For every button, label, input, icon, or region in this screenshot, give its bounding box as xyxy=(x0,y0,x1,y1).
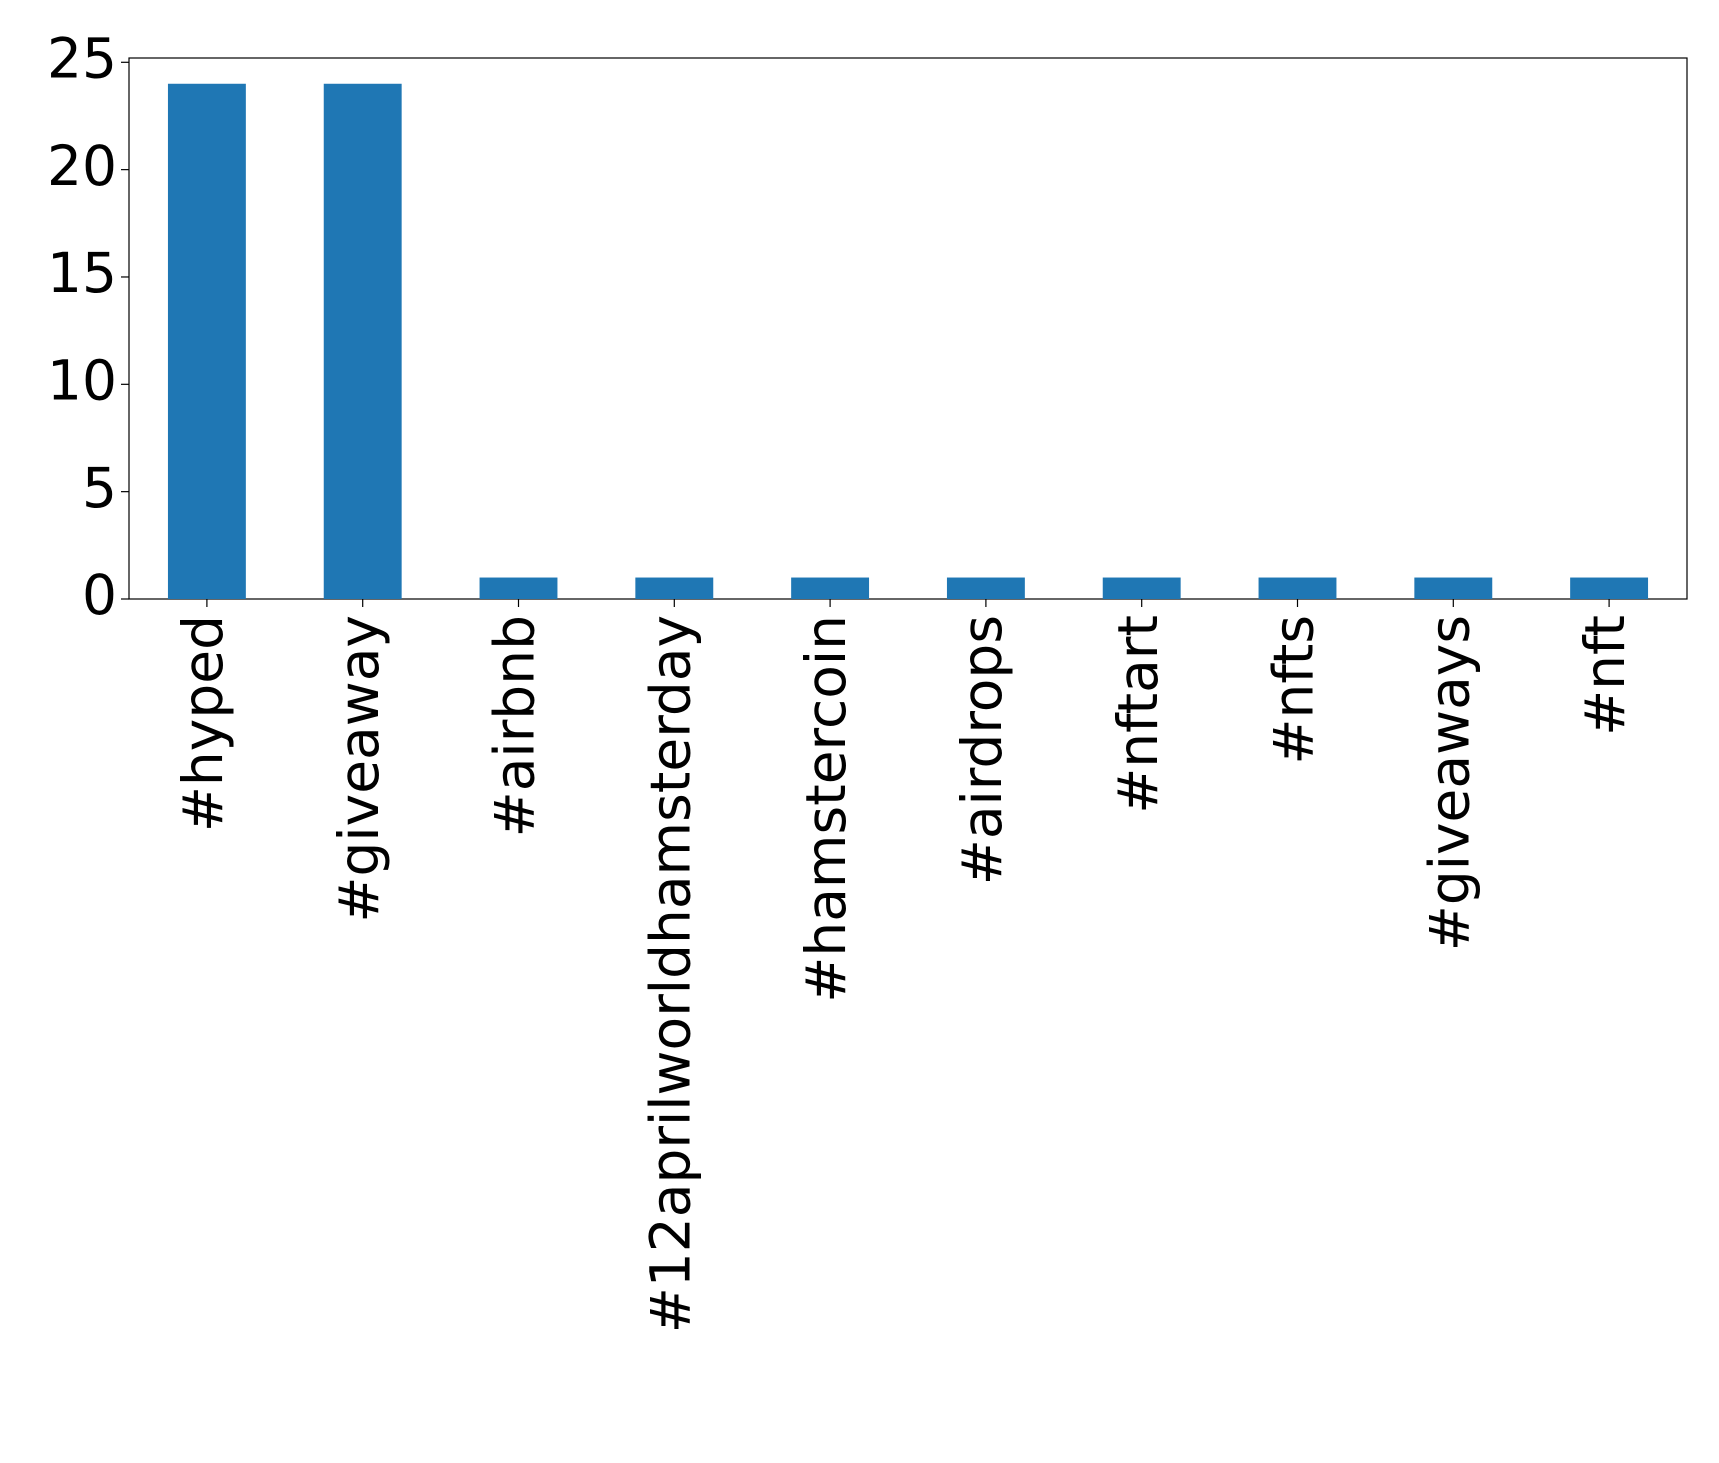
x-tick-label: #airdrops xyxy=(950,615,1014,885)
x-tick-label: #nfts xyxy=(1262,615,1326,765)
axes-frame xyxy=(128,57,1688,600)
bar xyxy=(635,577,714,599)
bar xyxy=(946,577,1025,599)
y-tick-label: 5 xyxy=(82,456,117,520)
x-tick-label: #giveaways xyxy=(1417,615,1481,951)
bar xyxy=(167,83,246,599)
bar xyxy=(323,83,402,599)
y-tick-label: 10 xyxy=(47,348,117,412)
bar xyxy=(479,577,558,599)
y-tick-label: 25 xyxy=(47,26,117,90)
x-tick-label: #nftart xyxy=(1106,615,1170,814)
y-tick-label: 15 xyxy=(47,241,117,305)
x-tick-label: #airbnb xyxy=(483,615,547,837)
bar xyxy=(791,577,870,599)
bar xyxy=(1570,577,1649,599)
bar xyxy=(1258,577,1337,599)
bar xyxy=(1414,577,1493,599)
x-tick-label: #giveaway xyxy=(327,615,391,923)
y-tick-label: 0 xyxy=(82,563,117,627)
x-tick-label: #hyped xyxy=(171,615,235,832)
x-tick-label: #12aprilworldhamsterday xyxy=(638,615,702,1333)
bar xyxy=(1102,577,1181,599)
x-tick-label: #hamstercoin xyxy=(794,615,858,1003)
x-tick-label: #nft xyxy=(1573,615,1637,736)
y-tick-label: 20 xyxy=(47,134,117,198)
